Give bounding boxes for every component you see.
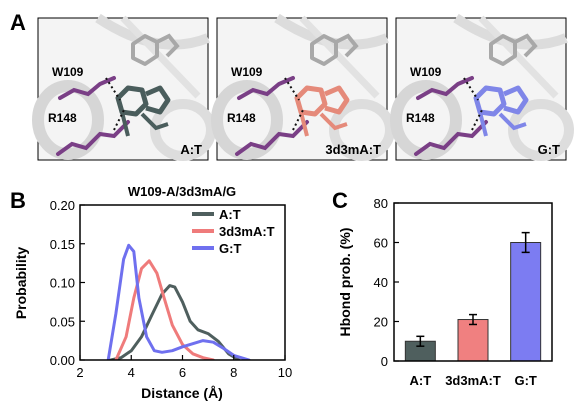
ligand-sugar bbox=[299, 111, 348, 137]
residue-r148 bbox=[56, 120, 130, 156]
stacked-base bbox=[156, 33, 180, 58]
panel-b-line-chart: W109-A/3d3mA/G Probability Distance (Å) … bbox=[13, 184, 292, 401]
category-label-3: G:T bbox=[514, 373, 536, 388]
protein-helix bbox=[329, 99, 395, 161]
y-tick-label: 80 bbox=[374, 196, 388, 211]
y-tick-label: 20 bbox=[374, 315, 388, 330]
pair-label: 3d3mA:T bbox=[325, 142, 381, 157]
panel-a: W109 R148 A:T W109 R148 3d3mA:T W109 R148 G:T bbox=[32, 13, 574, 161]
stacked-base bbox=[335, 33, 359, 58]
residue-label-r148: R148 bbox=[227, 111, 256, 125]
hbond-dots bbox=[463, 77, 483, 131]
x-tick-label: 4 bbox=[128, 365, 135, 380]
dna-ribbon bbox=[478, 15, 559, 99]
x-tick-label: 10 bbox=[278, 365, 292, 380]
stacked-base bbox=[514, 33, 538, 58]
pair-label: A:T bbox=[180, 142, 202, 157]
chart-b-xlabel: Distance (Å) bbox=[141, 385, 223, 401]
bar-2 bbox=[457, 319, 489, 362]
y-tick-label: 0.00 bbox=[50, 353, 75, 368]
x-tick-label: 8 bbox=[230, 365, 237, 380]
ligand-ring bbox=[145, 85, 171, 115]
residue-label-r148: R148 bbox=[406, 111, 435, 125]
category-label-1: A:T bbox=[409, 373, 431, 388]
y-tick-label: 0.10 bbox=[50, 276, 75, 291]
residue-label-w109: W109 bbox=[410, 65, 442, 79]
series-line-3 bbox=[106, 243, 251, 360]
legend-label-3: G:T bbox=[219, 241, 241, 256]
y-tick-label: 0.15 bbox=[50, 237, 75, 252]
ligand-ring bbox=[324, 85, 350, 115]
ligand-sugar bbox=[120, 111, 169, 137]
legend-label-2: 3d3mA:T bbox=[219, 224, 275, 239]
residue-w109 bbox=[237, 76, 295, 100]
protein-helix bbox=[390, 80, 462, 160]
stacked-base bbox=[310, 34, 338, 66]
residue-r148 bbox=[235, 120, 309, 156]
protein-helix bbox=[150, 99, 216, 161]
x-tick-label: 2 bbox=[76, 365, 83, 380]
pair-label: G:T bbox=[538, 142, 560, 157]
structure-image-3: W109 R148 G:T bbox=[390, 13, 574, 161]
y-tick-label: 0 bbox=[381, 354, 388, 369]
chart-c-ylabel: Hbond prob. (%) bbox=[337, 228, 353, 337]
panel-c-bar-chart: Hbond prob. (%) A:T 3d3mA:T G:T 0 20 40 60 80 bbox=[337, 196, 553, 388]
structure-image-2: W109 R148 3d3mA:T bbox=[211, 13, 395, 161]
category-label-2: 3d3mA:T bbox=[445, 373, 501, 388]
ligand-sugar bbox=[478, 111, 527, 137]
dna-ribbon bbox=[120, 15, 201, 99]
hbond-dots bbox=[105, 77, 125, 131]
protein-helix bbox=[32, 80, 104, 160]
protein-helix bbox=[211, 80, 283, 160]
chart-b-title: W109-A/3d3mA/G bbox=[128, 184, 236, 199]
residue-label-w109: W109 bbox=[231, 65, 263, 79]
residue-label-r148: R148 bbox=[48, 111, 77, 125]
series-line-1 bbox=[109, 284, 241, 360]
panel-letter-c: C bbox=[332, 188, 348, 213]
structure-image-1: W109 R148 A:T bbox=[32, 13, 216, 161]
hbond-dots bbox=[284, 77, 304, 131]
x-tick-label: 6 bbox=[179, 365, 186, 380]
y-tick-label: 0.05 bbox=[50, 314, 75, 329]
legend-label-1: A:T bbox=[219, 207, 241, 222]
residue-w109 bbox=[58, 76, 116, 100]
y-tick-label: 40 bbox=[374, 275, 388, 290]
panel-letter-a: A bbox=[10, 10, 26, 35]
residue-label-w109: W109 bbox=[52, 65, 84, 79]
bar-3 bbox=[510, 242, 542, 362]
panel-letter-b: B bbox=[10, 188, 26, 213]
residue-w109 bbox=[416, 76, 474, 100]
y-tick-label: 0.20 bbox=[50, 198, 75, 213]
dna-ribbon bbox=[299, 15, 380, 99]
chart-b-ylabel: Probability bbox=[13, 247, 29, 320]
series-line-2 bbox=[114, 259, 215, 360]
stacked-base bbox=[489, 34, 517, 66]
ligand-ring bbox=[503, 85, 529, 115]
residue-r148 bbox=[414, 120, 488, 156]
y-tick-label: 60 bbox=[374, 236, 388, 251]
stacked-base bbox=[131, 34, 159, 66]
protein-helix bbox=[508, 99, 574, 161]
